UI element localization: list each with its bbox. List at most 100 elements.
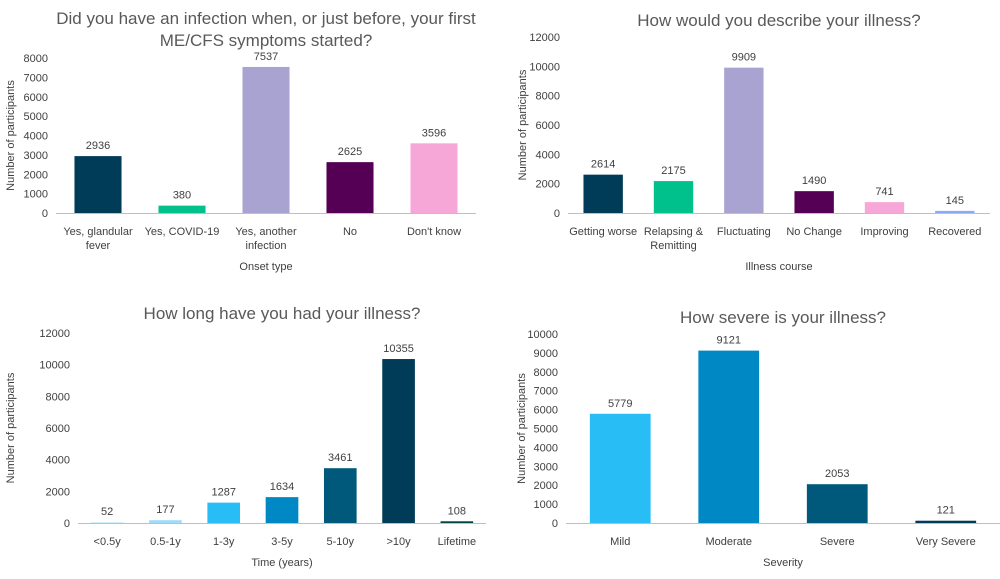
x-tick-label: 1-3y — [213, 536, 235, 548]
y-tick-label: 7000 — [534, 386, 558, 398]
bar — [323, 468, 357, 523]
chart-title: How severe is your illness? — [680, 308, 886, 327]
x-tick-label: Getting worse — [569, 226, 637, 238]
y-tick-label: 6000 — [24, 92, 48, 104]
y-tick-label: 12000 — [39, 328, 70, 340]
x-tick-label: Yes, COVID-19 — [145, 226, 220, 238]
y-tick-label: 2000 — [46, 486, 70, 498]
data-label: 108 — [448, 505, 466, 517]
chart-illness-severity-svg: How severe is your illness? 0 1000 2000 3000… — [516, 308, 1000, 569]
bar — [935, 210, 975, 213]
x-tick-label: Remitting — [650, 240, 696, 252]
y-tick-label: 4000 — [24, 131, 48, 143]
y-tick-label: 0 — [64, 518, 70, 530]
data-label: 9909 — [732, 52, 756, 64]
data-label: 10355 — [383, 343, 414, 355]
y-axis-label: Number of participants — [5, 80, 17, 191]
y-tick-label: 8000 — [24, 53, 48, 65]
y-axis-label: Number of participants — [516, 373, 528, 484]
data-label: 2625 — [338, 146, 362, 158]
x-tick-label: Moderate — [706, 536, 752, 548]
bar — [410, 143, 458, 213]
data-label: 2936 — [86, 140, 110, 152]
y-axis-label: Number of participants — [517, 69, 529, 180]
y-tick-label: 4000 — [536, 149, 560, 161]
chart-onset-type: Did you have an infection when, or just … — [0, 0, 500, 287]
y-tick-label: 6000 — [536, 120, 560, 132]
data-label: 145 — [946, 195, 964, 207]
x-tick-label: Mild — [610, 536, 630, 548]
bar — [440, 521, 474, 523]
bar — [698, 350, 760, 523]
x-tick-label: Fluctuating — [717, 226, 771, 238]
data-label: 121 — [937, 505, 955, 517]
y-tick-label: 1000 — [24, 189, 48, 201]
bar — [724, 67, 764, 213]
data-label: 3461 — [328, 452, 352, 464]
x-axis-label: Onset type — [239, 261, 292, 273]
y-tick-label: 0 — [552, 518, 558, 530]
data-label: 3596 — [422, 127, 446, 139]
chart-illness-duration: How long have you had your illness? 0 2000… — [0, 287, 500, 574]
x-tick-label: 3-5y — [271, 536, 293, 548]
chart-illness-course: How would you describe your illness? 0 200… — [500, 0, 1000, 287]
x-tick-label: Very Severe — [916, 536, 976, 548]
chart-illness-duration-svg: How long have you had your illness? 0 2000… — [5, 304, 486, 569]
y-tick-label: 5000 — [534, 424, 558, 436]
y-tick-label: 0 — [42, 208, 48, 220]
x-tick-label: Yes, another — [235, 226, 297, 238]
chart-illness-severity: How severe is your illness? 0 1000 2000 3000… — [500, 287, 1000, 574]
y-tick-label: 8000 — [536, 91, 560, 103]
x-axis-label: Severity — [763, 557, 803, 569]
data-label: 7537 — [254, 51, 278, 63]
y-tick-label: 2000 — [24, 169, 48, 181]
data-label: 380 — [173, 190, 191, 202]
bar — [382, 359, 415, 523]
y-tick-label: 2000 — [534, 480, 558, 492]
bar — [326, 162, 374, 213]
x-tick-label: fever — [86, 240, 111, 252]
y-tick-label: 2000 — [536, 179, 560, 191]
y-tick-label: 4000 — [46, 455, 70, 467]
x-axis-label: Illness course — [745, 261, 812, 273]
bar — [149, 520, 182, 523]
bar — [864, 202, 905, 213]
x-tick-label: No — [343, 226, 357, 238]
bar — [207, 502, 241, 523]
chart-title: How would you describe your illness? — [637, 11, 920, 30]
x-tick-label: >10y — [386, 536, 411, 548]
bar — [158, 205, 206, 213]
y-axis-label: Number of participants — [5, 372, 17, 483]
data-label: 1287 — [211, 487, 235, 499]
y-tick-label: 10000 — [529, 61, 560, 73]
data-label: 5779 — [608, 398, 632, 410]
bar — [589, 413, 651, 523]
bar — [265, 497, 299, 523]
x-tick-label: Don't know — [407, 226, 461, 238]
y-tick-label: 8000 — [534, 367, 558, 379]
bar — [583, 174, 623, 213]
x-tick-label: Lifetime — [438, 536, 477, 548]
bar — [806, 484, 868, 523]
y-tick-label: 10000 — [39, 360, 70, 372]
data-label: 1634 — [270, 481, 294, 493]
data-label: 2175 — [661, 165, 685, 177]
x-tick-label: infection — [246, 240, 287, 252]
data-label: 2614 — [591, 159, 615, 171]
y-tick-label: 3000 — [24, 150, 48, 162]
data-label: 2053 — [825, 468, 849, 480]
y-tick-label: 6000 — [46, 423, 70, 435]
y-tick-label: 3000 — [534, 461, 558, 473]
bar — [90, 522, 124, 523]
y-tick-label: 6000 — [534, 405, 558, 417]
y-tick-label: 5000 — [24, 111, 48, 123]
bar — [653, 181, 694, 213]
chart-illness-course-svg: How would you describe your illness? 0 200… — [517, 11, 990, 273]
y-tick-label: 7000 — [24, 72, 48, 84]
x-tick-label: Relapsing & — [644, 226, 704, 238]
data-label: 9121 — [717, 335, 741, 347]
x-tick-label: No Change — [786, 226, 842, 238]
x-tick-label: Improving — [860, 226, 908, 238]
data-label: 1490 — [802, 175, 826, 187]
chart-title: Did you have an infection when, or just … — [56, 9, 476, 28]
